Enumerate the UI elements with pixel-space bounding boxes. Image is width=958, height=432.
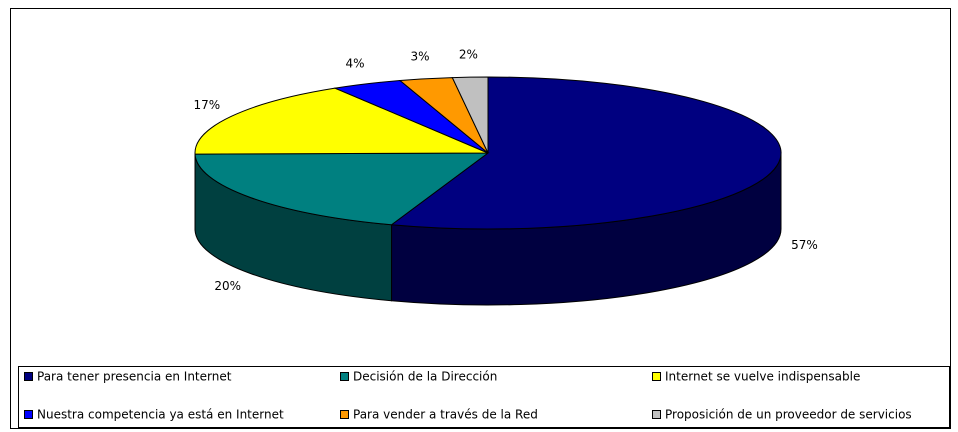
pie-slice <box>451 76 489 154</box>
data-label: 17% <box>193 98 220 112</box>
legend-swatch <box>652 372 661 381</box>
data-label: 57% <box>791 238 818 252</box>
pie-slice <box>194 87 489 231</box>
legend-swatch <box>340 372 349 381</box>
legend-label: Internet se vuelve indispensable <box>665 370 860 384</box>
legend-label: Nuestra competencia ya está en Internet <box>37 408 284 422</box>
legend-frame <box>18 366 950 428</box>
pie-slice <box>390 76 782 306</box>
legend: Para tener presencia en Internet Decisión… <box>24 370 912 422</box>
data-label: 3% <box>410 50 429 64</box>
data-label: 2% <box>459 48 478 62</box>
legend-swatch <box>24 372 33 381</box>
data-label: 20% <box>214 279 241 293</box>
pie-slice-top <box>194 87 489 155</box>
legend-swatch <box>652 410 661 419</box>
legend-label: Para vender a través de la Red <box>353 408 538 422</box>
legend-label: Decisión de la Dirección <box>353 370 497 384</box>
legend-swatch <box>24 410 33 419</box>
pie-tops <box>194 76 782 306</box>
legend-swatch <box>340 410 349 419</box>
pie-slice-top <box>451 76 489 154</box>
pie-slice-top <box>390 76 782 230</box>
legend-label: Proposición de un proveedor de servicios <box>665 408 912 422</box>
data-label: 4% <box>346 56 365 70</box>
pie-labels: 57% 20% 17% 4% 3% 2% <box>193 48 817 293</box>
legend-label: Para tener presencia en Internet <box>37 370 232 384</box>
pie-slice-top <box>194 152 490 226</box>
